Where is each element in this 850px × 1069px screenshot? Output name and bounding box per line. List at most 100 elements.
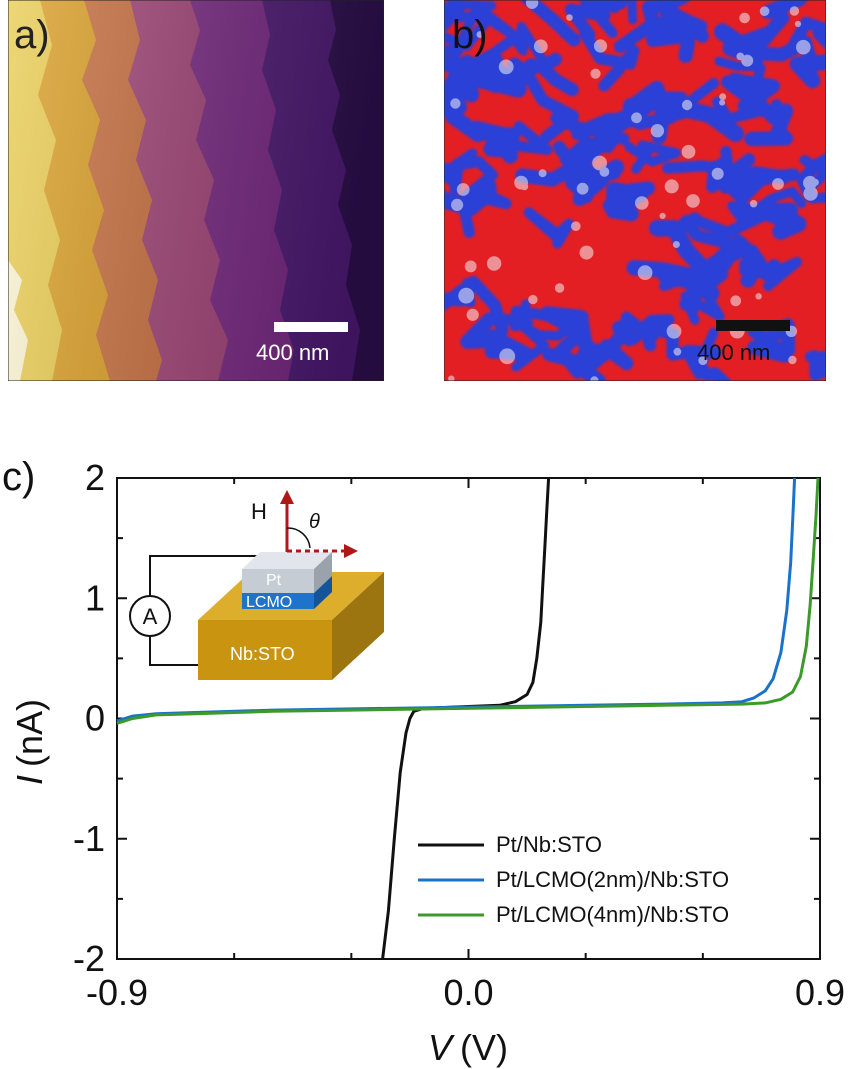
x-axis-unit: (V) xyxy=(460,1027,508,1068)
blue-domain xyxy=(649,219,713,278)
domain-wall-speck xyxy=(673,347,682,356)
domain-wall-speck xyxy=(590,68,601,79)
domain-wall-speck xyxy=(719,93,727,101)
legend-entry: Pt/LCMO(4nm)/Nb:STO xyxy=(496,902,729,927)
domain-wall-speck xyxy=(698,356,708,366)
domain-wall-speck xyxy=(796,39,811,55)
blue-domain xyxy=(564,0,611,41)
substrate-front-face xyxy=(198,620,332,680)
blue-domain xyxy=(744,103,794,147)
blue-domain xyxy=(539,306,603,373)
y-tick-label: -2 xyxy=(73,938,105,979)
domain-wall-speck xyxy=(803,175,817,190)
domain-wall-speck xyxy=(711,167,724,180)
blue-domain xyxy=(688,199,777,239)
field-arrow-head-up xyxy=(280,490,294,504)
domain-wall-speck xyxy=(498,59,514,75)
domain-wall-speck xyxy=(464,260,477,273)
blue-domain xyxy=(761,0,809,20)
domain-wall-speck xyxy=(476,31,484,38)
legend-entry: Pt/LCMO(2nm)/Nb:STO xyxy=(496,867,729,892)
blue-domain xyxy=(579,27,640,92)
domain-wall-speck xyxy=(664,179,679,194)
blue-domain xyxy=(714,234,766,288)
domain-wall-speck xyxy=(448,375,455,381)
domain-wall-speck xyxy=(579,245,594,260)
blue-domain xyxy=(624,140,682,174)
domain-wall-speck xyxy=(686,194,700,208)
substrate-side-face xyxy=(332,572,384,680)
domain-wall-speck xyxy=(772,178,784,190)
blue-domain xyxy=(460,312,533,361)
iv-chart: 210-1-2-0.9 0.0 0.9 V (V) I(nA) Pt/Nb:STOPt… xyxy=(9,457,845,1068)
domain-wall-speck xyxy=(499,348,516,365)
domain-wall-speck xyxy=(812,178,819,186)
blue-domain xyxy=(622,80,671,144)
blue-domain xyxy=(444,275,509,336)
ammeter-icon xyxy=(129,595,171,637)
x-tick-label: 0.0 xyxy=(443,972,493,1013)
panel-b-label: b) xyxy=(452,13,488,57)
blue-domain xyxy=(444,1,490,52)
domain-wall-speck xyxy=(666,323,682,339)
legend-entry: Pt/Nb:STO xyxy=(496,832,602,857)
blue-domain xyxy=(756,202,807,240)
domain-wall-speck xyxy=(755,293,762,300)
blue-domain xyxy=(523,207,574,249)
substrate-label: Nb:STO xyxy=(230,644,295,664)
blue-domain xyxy=(787,16,826,51)
blue-domain xyxy=(444,178,497,217)
blue-domain xyxy=(444,3,484,56)
domain-wall-speck xyxy=(514,175,528,190)
device-schematic-inset: A Nb:STO LCMO Pt H θ xyxy=(129,490,384,680)
panel-b-scale-text: 400 nm xyxy=(697,340,770,365)
domain-wall-speck xyxy=(803,186,818,201)
blue-domain xyxy=(721,75,781,113)
y-axis-title: I (nA) xyxy=(9,699,50,785)
domain-wall-speck xyxy=(528,294,538,305)
domain-wall-speck xyxy=(719,99,726,106)
domain-wall-speck xyxy=(466,308,479,321)
pt-top-face xyxy=(242,552,332,569)
domain-wall-speck xyxy=(554,283,565,293)
blue-domain xyxy=(444,86,486,143)
panel-b-domain-image xyxy=(444,0,826,381)
domain-wall-speck xyxy=(533,39,548,54)
domain-wall-speck xyxy=(571,221,581,231)
x-axis-symbol: V xyxy=(428,1027,455,1068)
blue-domain xyxy=(712,96,785,125)
angle-arc xyxy=(286,527,311,549)
y-axis-symbol: I xyxy=(9,775,50,785)
domain-wall-speck xyxy=(566,14,573,21)
blue-domain xyxy=(564,154,609,207)
blue-domain xyxy=(659,0,710,43)
x-tick-label: -0.9 xyxy=(86,972,148,1013)
domain-wall-speck xyxy=(635,196,649,210)
panel-a-scale-text: 400 nm xyxy=(256,340,329,365)
y-tick-label: -1 xyxy=(73,818,105,859)
domain-wall-speck xyxy=(794,20,802,28)
domain-wall-speck xyxy=(749,200,758,208)
blue-domain xyxy=(550,112,630,146)
domain-wall-speck xyxy=(525,0,539,9)
y-tick-label: 1 xyxy=(85,577,105,618)
blue-domain xyxy=(662,101,744,142)
blue-domain xyxy=(444,148,478,189)
domain-wall-speck xyxy=(590,376,599,381)
series-line-3 xyxy=(116,477,820,725)
domain-wall-speck xyxy=(592,155,607,171)
pt-front-face xyxy=(242,569,314,593)
angle-label: θ xyxy=(309,511,320,533)
panel-a-label: a) xyxy=(14,13,50,57)
blue-domain xyxy=(672,212,736,250)
domain-wall-speck xyxy=(788,355,797,365)
blue-domain xyxy=(603,0,638,25)
chart-legend: Pt/Nb:STO Pt/LCMO(2nm)/Nb:STO Pt/LCMO(4nm)… xyxy=(418,832,729,927)
y-tick-label: 2 xyxy=(85,457,105,498)
blue-domain xyxy=(789,54,826,89)
x-tick-label: 0.9 xyxy=(795,972,845,1013)
domain-wall-speck xyxy=(451,198,464,211)
domain-wall-speck xyxy=(631,112,642,124)
blue-domain xyxy=(805,350,826,381)
panel-c-label: c) xyxy=(2,455,35,499)
